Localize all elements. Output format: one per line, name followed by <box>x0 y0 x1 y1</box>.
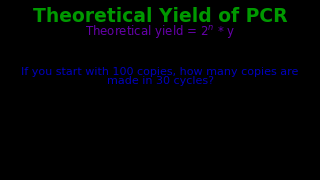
Text: made in 30 cycles?: made in 30 cycles? <box>107 76 213 86</box>
Text: = 107,374,182,400: = 107,374,182,400 <box>97 135 223 148</box>
Text: Theoretical Yield of PCR: Theoretical Yield of PCR <box>33 7 287 26</box>
Text: = 1,073,741,824 * 100: = 1,073,741,824 * 100 <box>86 115 234 128</box>
Text: If you start with 100 copies, how many copies are: If you start with 100 copies, how many c… <box>21 67 299 77</box>
Text: y = the starting number of copies.: y = the starting number of copies. <box>52 53 268 63</box>
Text: Where n = the number of thermal cycles.: Where n = the number of thermal cycles. <box>31 41 289 51</box>
Text: Theoretical yield = $2^n$ * y: Theoretical yield = $2^n$ * y <box>85 23 235 40</box>
Text: = $2^{30}$ * 100: = $2^{30}$ * 100 <box>124 97 196 114</box>
Text: $2^n$ * y: $2^n$ * y <box>141 86 179 102</box>
